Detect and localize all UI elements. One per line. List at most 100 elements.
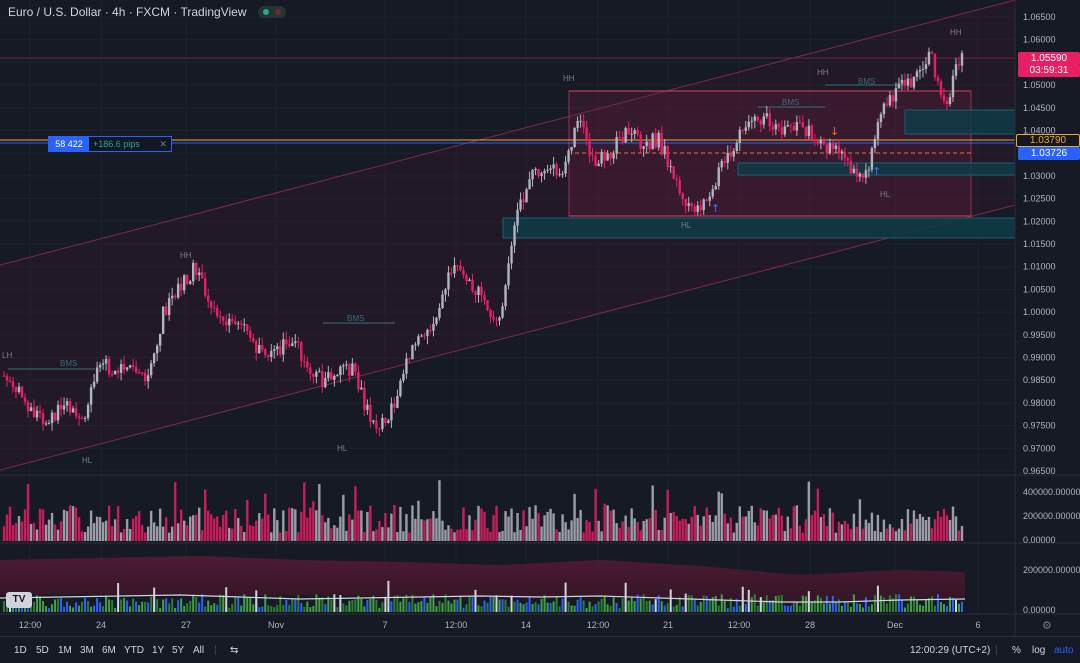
volume-bar: [264, 493, 267, 541]
price-axis[interactable]: 1.065001.060001.055001.050001.045001.040…: [1023, 12, 1056, 476]
indicator-bar: [558, 606, 561, 612]
timeframe-5d[interactable]: 5D: [36, 645, 49, 656]
indicator-bar: [576, 599, 579, 612]
volume-bar: [651, 485, 654, 541]
time-tick-label: 6: [975, 620, 980, 630]
candle-body: [357, 371, 360, 390]
volume-bar: [234, 509, 237, 541]
candle-body: [420, 335, 423, 337]
indicator-bar: [492, 597, 495, 612]
indicator-bar: [345, 605, 348, 612]
candle-body: [50, 412, 54, 424]
indicator-bar: [309, 607, 312, 612]
price-tick-label: 0.98000: [1023, 398, 1056, 408]
timeframe-1y[interactable]: 1Y: [152, 645, 165, 656]
indicator-bar: [60, 598, 63, 612]
volume-bar: [468, 515, 471, 541]
volume-bar: [456, 529, 459, 541]
indicator-bar: [159, 607, 162, 612]
volume-bar: [173, 482, 177, 541]
timeframe-1d[interactable]: 1D: [14, 645, 27, 656]
volume-bar: [501, 530, 504, 541]
auto-toggle[interactable]: auto: [1054, 645, 1074, 656]
volume-bar: [684, 519, 687, 541]
indicator-bar: [588, 601, 591, 612]
timeframe-ytd[interactable]: YTD: [124, 645, 144, 656]
indicator-bar: [90, 606, 93, 612]
volume-bar: [237, 517, 240, 541]
indicator-bar: [486, 602, 489, 612]
candle-body: [318, 371, 321, 373]
measure-tool-label[interactable]: 58 422 +186.6 pips ✕: [48, 136, 172, 152]
timeframe-3m[interactable]: 3M: [80, 645, 94, 656]
timeframe-all[interactable]: All: [193, 645, 205, 656]
gear-icon[interactable]: ⚙: [1042, 619, 1052, 632]
volume-bar: [762, 510, 765, 541]
close-icon[interactable]: ✕: [159, 139, 167, 149]
candle-body: [954, 64, 958, 76]
candle-body: [414, 344, 417, 346]
indicator-bar: [825, 595, 828, 612]
indicator-bar: [198, 602, 201, 612]
candle-body: [26, 401, 30, 412]
candle-body: [909, 78, 913, 88]
timeframe-5y[interactable]: 5Y: [172, 645, 185, 656]
measure-value: 58 422: [49, 137, 89, 151]
volume-bar: [894, 531, 898, 541]
indicator-bar: [459, 596, 462, 612]
candle-body: [801, 122, 805, 128]
percent-toggle[interactable]: %: [1012, 645, 1021, 656]
volume-bar: [726, 523, 729, 541]
date-range-icon[interactable]: ⇆: [230, 645, 239, 656]
annotation-hl: HL: [681, 221, 692, 230]
candle-body: [179, 283, 183, 291]
indicator-bar: [555, 596, 558, 612]
volume-bar: [282, 510, 285, 541]
volume-bar: [408, 532, 411, 541]
indicator-bar: [861, 607, 864, 612]
log-toggle[interactable]: log: [1032, 645, 1046, 656]
volume-bar: [771, 514, 775, 541]
volume-bar: [134, 515, 138, 541]
indicator-bar: [324, 604, 327, 612]
candle-body: [17, 386, 21, 393]
volume-bar: [32, 522, 36, 541]
candle-body: [143, 372, 147, 382]
indicator-line: [0, 594, 966, 603]
indicator-bar: [357, 595, 360, 612]
candle-body: [149, 363, 153, 376]
blue-level-value: 1.03726: [1030, 148, 1068, 159]
volume-bar: [53, 524, 57, 541]
timeframe-6m[interactable]: 6M: [102, 645, 116, 656]
market-status-pill[interactable]: [258, 6, 286, 18]
indicator-bar: [411, 594, 414, 612]
volume-bar: [462, 507, 465, 541]
candle-body: [348, 364, 351, 376]
market-open-dot-icon: [263, 9, 269, 15]
candle-body: [161, 306, 165, 334]
candle-body: [723, 160, 726, 163]
volume-bar: [387, 527, 390, 541]
candle-body: [131, 365, 135, 368]
candle-body: [282, 339, 285, 355]
current-price-value: 1.05590: [1030, 53, 1068, 64]
candle-body: [23, 397, 27, 402]
clock[interactable]: 12:00:29 (UTC+2): [910, 645, 991, 656]
volume-bar: [927, 516, 931, 541]
candle-body: [369, 404, 372, 422]
tradingview-logo-icon[interactable]: TV: [6, 592, 32, 608]
indicator-bar: [804, 596, 807, 612]
bar-countdown: 03:59:31: [1029, 65, 1069, 76]
indicator-bar: [552, 601, 555, 612]
candle-body: [564, 161, 567, 174]
timeframe-1m[interactable]: 1M: [58, 645, 72, 656]
price-tick-label: 1.05000: [1023, 80, 1056, 90]
candle-body: [240, 323, 243, 325]
volume-bar: [588, 521, 591, 541]
candle-body: [8, 380, 12, 382]
candle-body: [513, 225, 516, 246]
volume-bar: [864, 519, 868, 541]
time-axis[interactable]: 12:00 24 27 Nov 7 12:00 14 12:00 21 12:00 28 Dec 6: [19, 620, 981, 630]
volume-bar: [567, 529, 570, 541]
